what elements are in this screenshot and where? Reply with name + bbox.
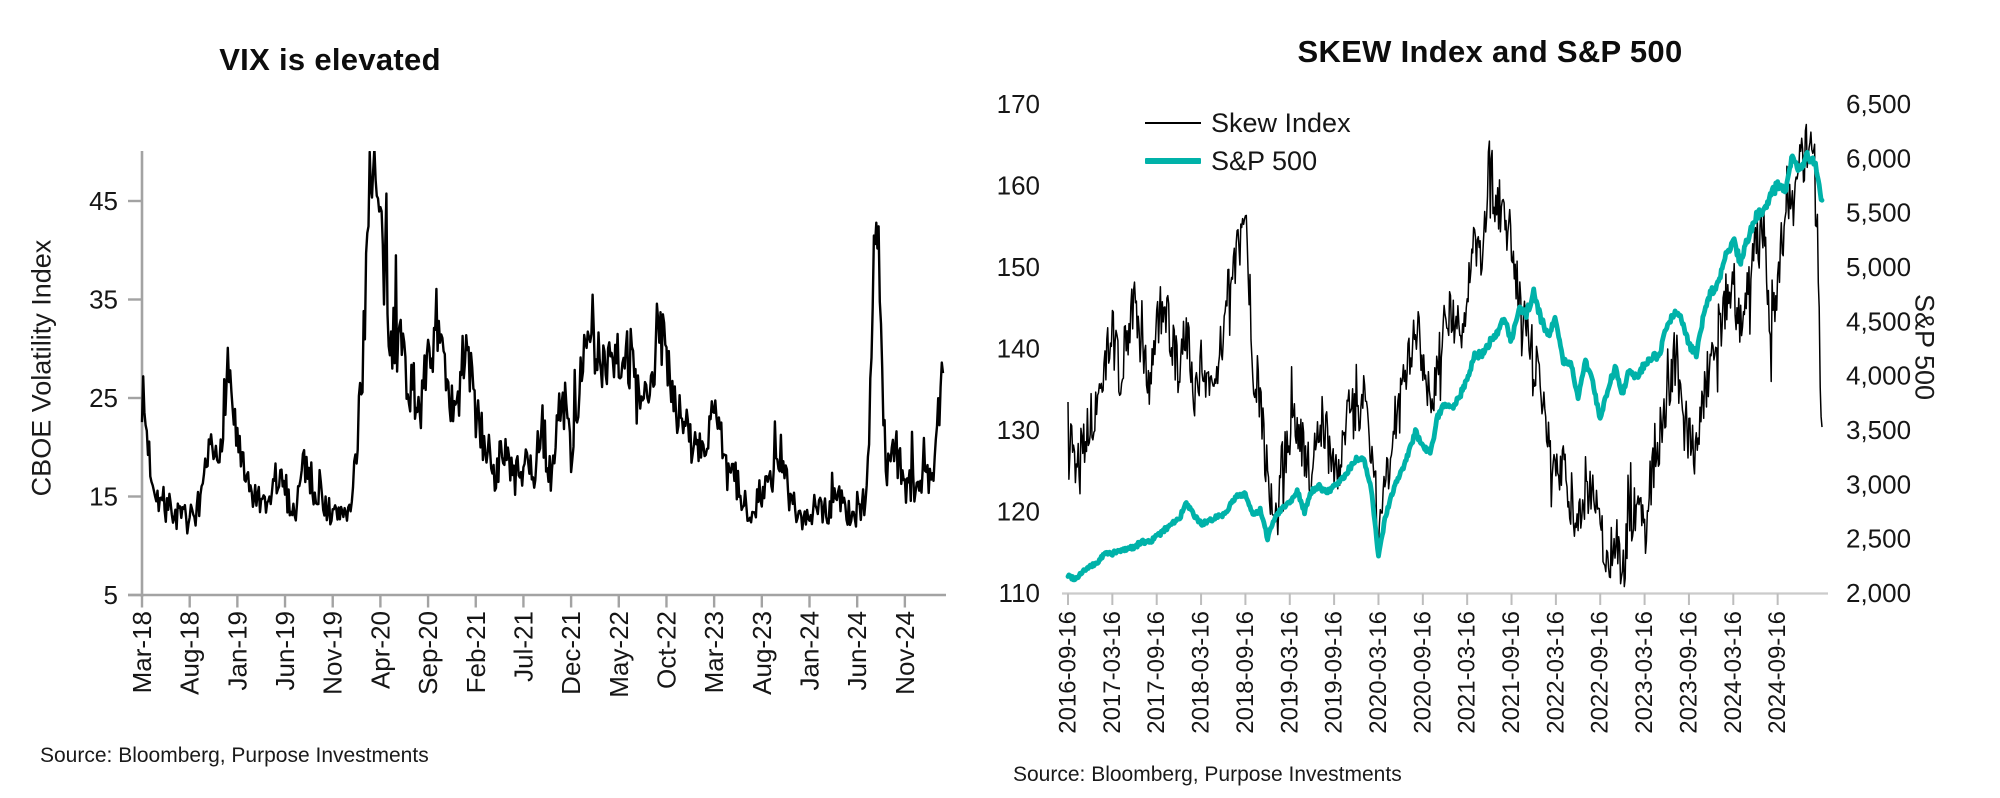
skew-x-tick-label: 2022-09-16 (1587, 611, 1614, 734)
skew-legend-line (1145, 122, 1201, 124)
vix-x-tick-label: Mar-18 (127, 611, 157, 693)
sp500-y-tick-label: 4,500 (1846, 306, 1911, 336)
sp500-y-tick-label: 3,500 (1846, 415, 1911, 445)
vix-series-line (140, 151, 945, 535)
skew-x-tick-label: 2016-09-16 (1055, 611, 1082, 734)
vix-x-tick-label: Jul-21 (508, 611, 538, 682)
skew-x-tick-label: 2021-03-16 (1454, 611, 1481, 734)
vix-x-tick-label: Mar-23 (699, 611, 729, 693)
sp500-y-tick-label: 5,500 (1846, 198, 1911, 228)
vix-x-tick-label: Jan-24 (795, 611, 825, 691)
vix-source-note: Source: Bloomberg, Purpose Investments (40, 744, 429, 767)
vix-series-group (140, 151, 945, 535)
skew-x-tick-label: 2022-03-16 (1542, 611, 1569, 734)
skew-x-tick-label: 2017-09-16 (1143, 611, 1170, 734)
vix-x-tick-label: Apr-20 (365, 611, 395, 689)
vix-x-tick-label: May-22 (604, 611, 634, 698)
vix-y-tick-label: 5 (104, 580, 118, 610)
sp500-y-tick-label: 2,000 (1846, 578, 1911, 608)
skew-y-tick-label: 140 (997, 334, 1040, 364)
sp500-y-tick-label: 3,000 (1846, 469, 1911, 499)
sp500-y-tick-label: 4,000 (1846, 361, 1911, 391)
skew-x-tick-label: 2019-09-16 (1321, 611, 1348, 734)
sp500-legend-label: S&P 500 (1211, 145, 1318, 176)
vix-y-tick-label: 15 (89, 482, 118, 512)
skew-series-line (1067, 123, 1823, 588)
legend-item-sp500: S&P 500 (1145, 142, 1351, 180)
skew-x-tick-label: 2024-09-16 (1764, 611, 1791, 734)
skew-x-tick-label: 2020-09-16 (1409, 611, 1436, 734)
skew-chart-title: SKEW Index and S&P 500 (1297, 33, 1683, 69)
vix-x-tick-label: Jun-19 (270, 611, 300, 691)
vix-x-tick-label: Feb-21 (461, 611, 491, 693)
skew-y-tick-label: 110 (999, 578, 1040, 608)
vix-x-tick-label: Sep-20 (413, 611, 443, 695)
skew-x-tick-label: 2018-03-16 (1188, 611, 1215, 734)
vix-x-tick-label: Aug-23 (747, 611, 777, 695)
vix-x-tick-label: Jun-24 (842, 611, 872, 691)
vix-x-tick-label: Dec-21 (556, 611, 586, 695)
skew-x-tick-label: 2024-03-16 (1720, 611, 1747, 734)
legend-item-skew: Skew Index (1145, 104, 1351, 142)
skew-series-group (1065, 123, 1825, 588)
vix-x-tick-label: Nov-24 (890, 611, 920, 695)
skew-y-tick-label: 150 (997, 252, 1040, 282)
skew-y-tick-label: 160 (997, 171, 1040, 201)
skew-x-tick-label: 2023-09-16 (1675, 611, 1702, 734)
vix-y-tick-label: 45 (89, 186, 118, 216)
skew-y-tick-label: 120 (997, 497, 1040, 527)
vix-y-tick-label: 25 (89, 383, 118, 413)
sp500-series-line (1065, 149, 1825, 583)
sp500-y-tick-label: 6,000 (1846, 143, 1911, 173)
skew-x-tick-label: 2023-03-16 (1631, 611, 1658, 734)
legend: Skew Index S&P 500 (1145, 104, 1351, 180)
sp500-y-tick-label: 2,500 (1846, 524, 1911, 554)
skew-source-note: Source: Bloomberg, Purpose Investments (1013, 763, 1402, 786)
skew-x-tick-label: 2019-03-16 (1276, 611, 1303, 734)
skew-legend-label: Skew Index (1211, 107, 1351, 138)
vix-y-tick-label: 35 (89, 285, 118, 315)
sp500-legend-line (1145, 158, 1201, 164)
vix-x-tick-label: Aug-18 (175, 611, 205, 695)
vix-chart-title: VIX is elevated (219, 41, 441, 77)
skew-x-tick-label: 2017-03-16 (1099, 611, 1126, 734)
vix-x-tick-label: Jan-19 (222, 611, 252, 691)
skew-x-tick-label: 2021-09-16 (1498, 611, 1525, 734)
skew-y-tick-label: 130 (997, 415, 1040, 445)
sp500-y-tick-label: 5,000 (1846, 252, 1911, 282)
skew-y-tick-label: 170 (997, 89, 1040, 119)
skew-x-tick-label: 2018-09-16 (1232, 611, 1259, 734)
vix-x-tick-label: Nov-19 (318, 611, 348, 695)
vix-x-tick-label: Oct-22 (651, 611, 681, 689)
sp500-y-tick-label: 6,500 (1846, 89, 1911, 119)
skew-x-tick-label: 2020-03-16 (1365, 611, 1392, 734)
